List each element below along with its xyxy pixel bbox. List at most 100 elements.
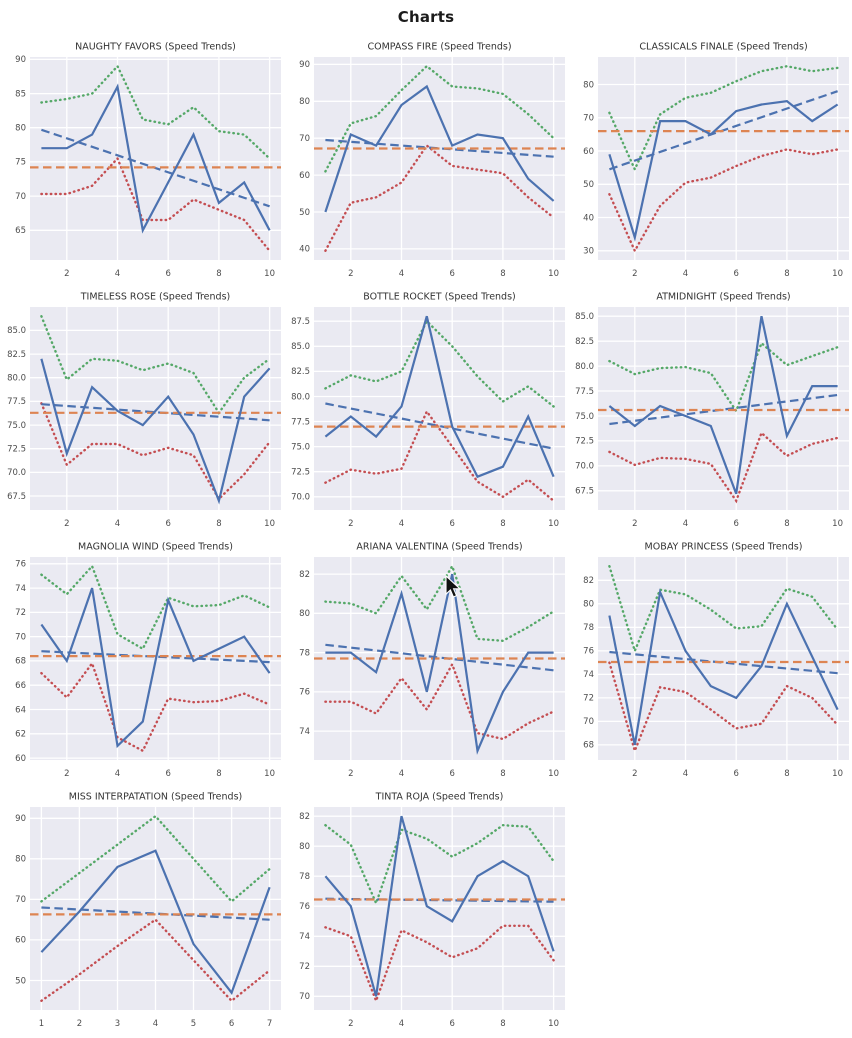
y-tick-label: 65 bbox=[15, 226, 26, 236]
y-tick-label: 50 bbox=[15, 976, 26, 986]
x-tick-label: 8 bbox=[500, 1019, 505, 1029]
series-trend bbox=[41, 650, 270, 664]
x-tick-label: 6 bbox=[449, 269, 454, 279]
y-tick-label: 60 bbox=[299, 171, 310, 181]
x-tick-label: 6 bbox=[449, 519, 454, 529]
chart-title: ATMIDNIGHT (Speed Trends) bbox=[656, 292, 790, 303]
y-tick-label: 80.0 bbox=[291, 392, 310, 402]
y-tick-label: 70.0 bbox=[575, 462, 594, 472]
x-tick-label: 8 bbox=[216, 269, 221, 279]
series-upper_band bbox=[608, 64, 839, 173]
y-tick-label: 74 bbox=[583, 670, 594, 680]
y-tick-label: 80 bbox=[299, 97, 310, 107]
series-lower_band bbox=[608, 661, 839, 755]
chart-bottle-rocket-speed-trends: 70.0 72.5 75.0 77.5 80.0 82.5 85.0 87.5 2 4 6 8 10 BO… bbox=[284, 288, 568, 538]
y-tick-label: 80 bbox=[583, 600, 594, 610]
chart-canvas: 67.5 70.0 72.5 75.0 77.5 80.0 82.5 85.0 2 4 6 8 10 AT… bbox=[575, 292, 849, 529]
y-tick-label: 76 bbox=[299, 902, 310, 912]
x-tick-label: 2 bbox=[64, 269, 69, 279]
x-tick-label: 6 bbox=[165, 269, 170, 279]
x-tick-label: 4 bbox=[399, 269, 404, 279]
chart-title: COMPASS FIRE (Speed Trends) bbox=[367, 42, 511, 53]
x-tick-label: 4 bbox=[399, 769, 404, 779]
y-tick-label: 80 bbox=[299, 842, 310, 852]
chart-atmidnight-speed-trends: 67.5 70.0 72.5 75.0 77.5 80.0 82.5 85.0 2 4 6 8 10 AT… bbox=[568, 288, 852, 538]
y-tick-label: 72 bbox=[583, 694, 594, 704]
x-tick-label: 6 bbox=[733, 269, 738, 279]
series-speed bbox=[40, 849, 271, 995]
series-upper_band bbox=[324, 64, 555, 173]
x-tick-label: 2 bbox=[632, 269, 637, 279]
x-tick-label: 10 bbox=[548, 519, 559, 529]
y-tick-label: 82.5 bbox=[575, 337, 594, 347]
x-tick-label: 6 bbox=[733, 519, 738, 529]
y-tick-label: 72 bbox=[15, 608, 26, 618]
x-tick-label: 6 bbox=[449, 1019, 454, 1029]
y-tick-label: 85 bbox=[15, 89, 26, 99]
x-tick-label: 2 bbox=[348, 769, 353, 779]
chart-canvas: 30 40 50 60 70 80 2 4 6 8 10 CLASSICALS FINALE (Spe… bbox=[583, 42, 849, 279]
y-tick-label: 72.5 bbox=[291, 468, 310, 478]
x-tick-label: 8 bbox=[784, 519, 789, 529]
y-tick-label: 80 bbox=[15, 855, 26, 865]
y-tick-label: 70 bbox=[299, 134, 310, 144]
y-tick-label: 68 bbox=[15, 657, 26, 667]
x-tick-label: 10 bbox=[264, 769, 275, 779]
y-tick-label: 66 bbox=[15, 681, 26, 691]
series-lower_band bbox=[324, 409, 555, 503]
series-upper_band bbox=[324, 319, 555, 408]
chart-title: BOTTLE ROCKET (Speed Trends) bbox=[363, 292, 516, 303]
series-speed bbox=[40, 587, 271, 749]
y-tick-label: 74 bbox=[299, 932, 310, 942]
x-tick-label: 8 bbox=[784, 769, 789, 779]
series-upper_band bbox=[40, 64, 271, 160]
x-tick-label: 4 bbox=[683, 769, 688, 779]
chart-title: ARIANA VALENTINA (Speed Trends) bbox=[356, 542, 522, 553]
series-upper_band bbox=[40, 563, 271, 651]
chart-title: MOBAY PRINCESS (Speed Trends) bbox=[645, 542, 803, 553]
series-upper_band bbox=[324, 823, 555, 907]
series-speed bbox=[324, 815, 555, 997]
y-tick-label: 82.5 bbox=[7, 350, 26, 360]
x-tick-label: 10 bbox=[548, 269, 559, 279]
y-tick-label: 62 bbox=[15, 730, 26, 740]
y-tick-label: 75.0 bbox=[291, 442, 310, 452]
series-upper_band bbox=[40, 315, 271, 415]
x-tick-label: 6 bbox=[165, 769, 170, 779]
chart-title: TIMELESS ROSE (Speed Trends) bbox=[80, 292, 230, 303]
series-lower_band bbox=[40, 156, 271, 253]
y-tick-label: 85.0 bbox=[291, 342, 310, 352]
series-trend bbox=[41, 906, 270, 921]
y-tick-label: 68 bbox=[583, 741, 594, 751]
x-tick-label: 7 bbox=[267, 1019, 272, 1029]
chart-timeless-rose-speed-trends: 67.5 70.0 72.5 75.0 77.5 80.0 82.5 85.0 2 4 6 8 10 TI… bbox=[0, 288, 284, 538]
y-tick-label: 85.0 bbox=[7, 326, 26, 336]
x-tick-label: 1 bbox=[39, 1019, 44, 1029]
chart-title: MISS INTERPATATION (Speed Trends) bbox=[69, 792, 242, 803]
x-tick-label: 2 bbox=[64, 769, 69, 779]
y-tick-label: 70 bbox=[15, 895, 26, 905]
y-tick-label: 74 bbox=[15, 584, 26, 594]
series-lower_band bbox=[324, 143, 555, 253]
series-lower_band bbox=[608, 148, 839, 254]
x-tick-label: 2 bbox=[64, 519, 69, 529]
chart-classicals-finale-speed-trends: 30 40 50 60 70 80 2 4 6 8 10 CLASSICALS FINALE (Spe… bbox=[568, 38, 852, 288]
series-lower_band bbox=[40, 918, 271, 1003]
x-tick-label: 4 bbox=[115, 769, 120, 779]
y-tick-label: 78 bbox=[299, 872, 310, 882]
y-tick-label: 76 bbox=[15, 560, 26, 570]
x-tick-label: 8 bbox=[500, 269, 505, 279]
x-tick-label: 2 bbox=[348, 1019, 353, 1029]
y-tick-label: 70.0 bbox=[291, 493, 310, 503]
series-speed bbox=[41, 83, 271, 234]
series-upper_band bbox=[608, 565, 839, 655]
chart-miss-interpatation-speed-trends: 50 60 70 80 90 1 2 3 4 5 6 7 MISS INTERPATATION (Spe… bbox=[0, 788, 284, 1038]
series-speed bbox=[608, 588, 839, 746]
series-speed bbox=[324, 84, 555, 213]
x-tick-label: 10 bbox=[264, 519, 275, 529]
x-tick-label: 8 bbox=[500, 519, 505, 529]
charts-grid: 65 70 75 80 85 90 2 4 6 8 10 NAUGHTY FAVORS (Speed … bbox=[0, 38, 852, 1038]
x-tick-label: 4 bbox=[683, 519, 688, 529]
chart-ariana-valentina-speed-trends: 74 76 78 80 82 2 4 6 8 10 ARIANA VALENTINA (Speed … bbox=[284, 538, 568, 788]
